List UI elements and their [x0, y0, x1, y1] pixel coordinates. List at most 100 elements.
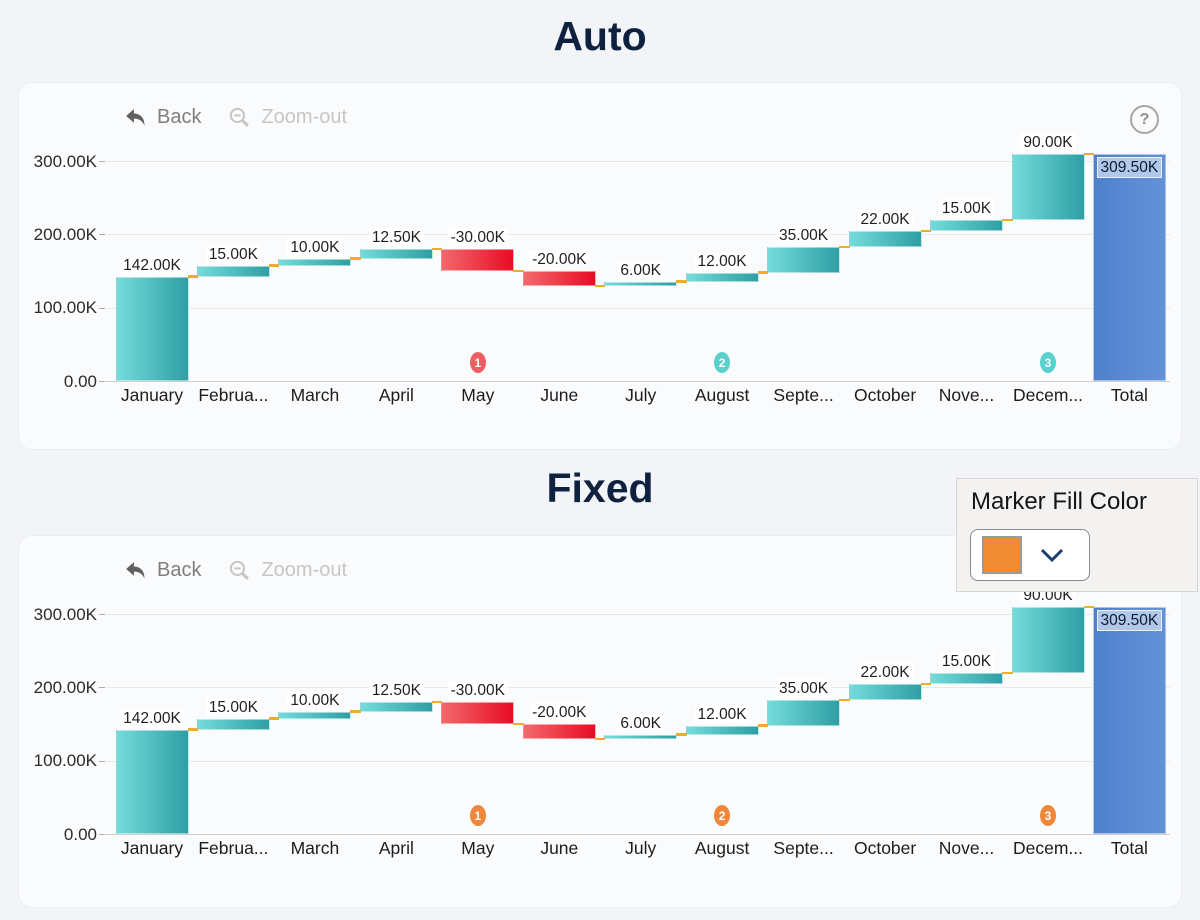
- chart-toolbar: Back Zoom-out: [123, 558, 347, 583]
- connector-line: [676, 280, 687, 283]
- data-label: 22.00K: [857, 210, 913, 229]
- zoom-out-button[interactable]: Zoom-out: [227, 105, 347, 130]
- waterfall-bar-november[interactable]: [930, 220, 1003, 231]
- data-label: -30.00K: [447, 681, 508, 701]
- waterfall-bar-march[interactable]: [278, 711, 352, 719]
- waterfall-card-fixed: Back Zoom-out 300.00K 200.00K 100.00K 0.00 1…: [18, 535, 1182, 908]
- x-axis-label: May: [461, 838, 495, 858]
- data-label: 12.50K: [368, 228, 424, 248]
- waterfall-chart-auto: 300.00K 200.00K 100.00K 0.00 142.00K January 1…: [19, 83, 1181, 449]
- x-axis-label: Nove...: [938, 838, 995, 858]
- data-label-wrap: 142.00K: [106, 708, 198, 728]
- data-label-wrap: 12.50K: [350, 681, 442, 701]
- waterfall-bar-october[interactable]: [848, 231, 922, 248]
- x-axis-label: June: [540, 838, 579, 858]
- x-axis-label: March: [290, 838, 340, 858]
- help-icon[interactable]: ?: [1130, 105, 1159, 134]
- chevron-down-icon: [1040, 548, 1064, 563]
- x-axis-label: Decem...: [1012, 838, 1084, 858]
- waterfall-bar-total[interactable]: [1092, 607, 1166, 834]
- x-axis-label: Decem...: [1012, 385, 1084, 405]
- data-label-wrap: 6.00K: [595, 713, 687, 733]
- waterfall-bar-june[interactable]: [522, 724, 596, 740]
- waterfall-bar-july[interactable]: [604, 281, 678, 286]
- y-axis-tick: [99, 687, 105, 689]
- chart-marker-3[interactable]: 3: [1040, 352, 1056, 373]
- y-axis-tick: [99, 760, 105, 762]
- x-axis-label: May: [461, 385, 495, 405]
- data-label-wrap: 6.00K: [595, 260, 687, 280]
- marker-fill-color-panel: Marker Fill Color: [956, 478, 1198, 592]
- chart-marker-1[interactable]: 1: [469, 352, 486, 373]
- chart-marker-2[interactable]: 2: [714, 352, 731, 373]
- connector-line: [350, 257, 361, 260]
- waterfall-bar-may[interactable]: [441, 249, 515, 272]
- waterfall-bar-total[interactable]: [1092, 154, 1166, 381]
- x-axis-label: Nove...: [938, 385, 995, 405]
- chart-marker-3[interactable]: 3: [1040, 805, 1056, 826]
- connector-line: [920, 682, 932, 685]
- data-label: 6.00K: [617, 713, 664, 733]
- data-label-wrap: 22.00K: [839, 210, 931, 229]
- waterfall-bar-february[interactable]: [196, 265, 270, 277]
- waterfall-chart-fixed: 300.00K 200.00K 100.00K 0.00 142.00K January 1…: [19, 536, 1181, 907]
- waterfall-bar-august[interactable]: [685, 725, 759, 735]
- x-axis-label: January: [120, 838, 184, 858]
- waterfall-bar-november[interactable]: [930, 673, 1003, 684]
- x-axis-label: Total: [1110, 385, 1148, 405]
- waterfall-bar-may[interactable]: [441, 702, 515, 725]
- waterfall-bar-april[interactable]: [359, 702, 433, 712]
- y-axis-label: 0.00: [63, 824, 97, 844]
- back-button[interactable]: Back: [123, 558, 201, 583]
- data-label-wrap: 10.00K: [269, 237, 361, 257]
- connector-line: [757, 724, 769, 727]
- waterfall-bar-june[interactable]: [522, 271, 596, 287]
- data-label-wrap: 309.50K: [1083, 157, 1175, 178]
- marker-panel-label: Marker Fill Color: [971, 488, 1148, 515]
- marker-color-dropdown[interactable]: [970, 529, 1090, 581]
- waterfall-bar-july[interactable]: [604, 734, 678, 739]
- connector-line: [1083, 605, 1094, 608]
- data-label: 35.00K: [776, 226, 832, 246]
- gridline: [106, 834, 1170, 835]
- x-axis-label: October: [853, 385, 917, 405]
- zoom-out-button[interactable]: Zoom-out: [227, 558, 347, 583]
- back-label: Back: [157, 559, 202, 581]
- gridline: [106, 307, 1170, 309]
- data-label: 6.00K: [617, 260, 664, 280]
- x-axis-label: Februa...: [198, 385, 269, 405]
- waterfall-bar-february[interactable]: [196, 718, 270, 730]
- y-axis-tick: [99, 234, 105, 236]
- data-label-wrap: 15.00K: [187, 697, 279, 717]
- x-axis-label: Septe...: [773, 385, 834, 405]
- waterfall-bar-december[interactable]: [1011, 154, 1085, 220]
- y-axis-label: 300.00K: [33, 151, 97, 171]
- waterfall-bar-january[interactable]: [115, 729, 189, 834]
- data-label: 22.00K: [857, 663, 913, 682]
- waterfall-bar-september[interactable]: [767, 700, 841, 726]
- y-axis-label: 100.00K: [33, 751, 97, 771]
- data-label-wrap: -20.00K: [513, 703, 605, 723]
- waterfall-bar-august[interactable]: [685, 272, 759, 282]
- data-label-wrap: 15.00K: [921, 652, 1013, 671]
- connector-line: [594, 284, 606, 287]
- waterfall-bar-december[interactable]: [1011, 607, 1085, 673]
- section-title-auto: Auto: [553, 13, 647, 59]
- data-label: 12.00K: [694, 704, 750, 724]
- chart-marker-2[interactable]: 2: [714, 805, 731, 826]
- zoom-out-label: Zoom-out: [261, 559, 348, 581]
- x-axis-label: Septe...: [773, 838, 834, 858]
- x-axis-label: April: [378, 385, 414, 405]
- waterfall-bar-march[interactable]: [278, 258, 352, 266]
- waterfall-bar-september[interactable]: [767, 247, 841, 273]
- waterfall-bar-january[interactable]: [115, 276, 189, 381]
- back-button[interactable]: Back: [123, 105, 201, 130]
- waterfall-bar-october[interactable]: [848, 684, 922, 701]
- data-label: 12.50K: [368, 681, 424, 701]
- x-axis-label: July: [625, 838, 657, 858]
- chart-marker-1[interactable]: 1: [469, 805, 486, 826]
- data-label: 15.00K: [938, 199, 995, 218]
- connector-line: [839, 698, 850, 702]
- y-axis-label: 300.00K: [33, 604, 97, 624]
- waterfall-bar-april[interactable]: [359, 249, 433, 259]
